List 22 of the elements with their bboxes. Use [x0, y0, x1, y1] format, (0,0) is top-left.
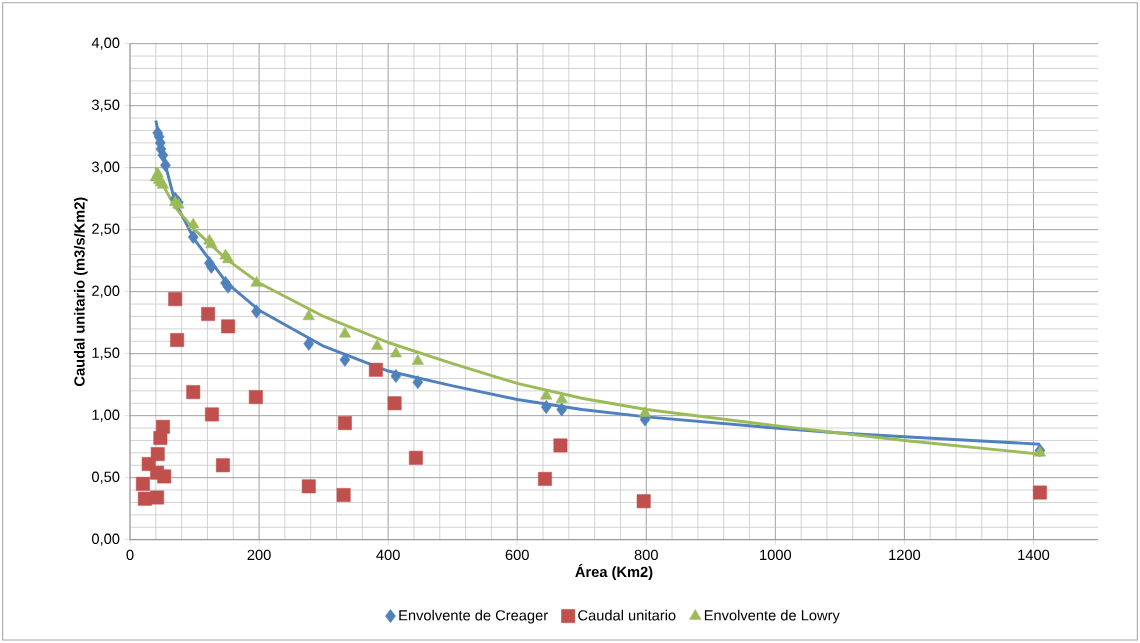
- y-tick-label: 1,50: [92, 347, 120, 360]
- x-tick-label: 400: [376, 549, 400, 561]
- y-tick-label: 3,00: [91, 161, 120, 174]
- y-tick-label: 0,00: [91, 533, 120, 546]
- y-tick-label: 0,50: [91, 471, 120, 484]
- y-axis-title: Caudal unitario (m3/s/Km2): [73, 197, 88, 387]
- legend-label: Envolvente de Lowry: [704, 609, 840, 624]
- x-tick-label: 600: [505, 549, 529, 561]
- legend-label: Envolvente de Creager: [399, 609, 548, 624]
- x-tick-label: 200: [247, 549, 271, 561]
- x-tick-label: 1400: [1018, 549, 1050, 561]
- y-tick-label: 4,00: [91, 37, 120, 50]
- legend-label: Caudal unitario: [578, 609, 676, 621]
- x-tick-label: 800: [634, 549, 658, 561]
- x-axis-title: Área (Km2): [575, 564, 653, 581]
- x-tick-label: 0: [126, 549, 134, 561]
- y-tick-label: 1,00: [92, 409, 120, 422]
- y-tick-label: 2,00: [92, 285, 120, 298]
- x-tick-label: 1000: [760, 549, 792, 561]
- x-tick-label: 1200: [889, 549, 921, 561]
- y-tick-label: 3,50: [91, 99, 120, 112]
- y-tick-label: 2,50: [92, 223, 120, 236]
